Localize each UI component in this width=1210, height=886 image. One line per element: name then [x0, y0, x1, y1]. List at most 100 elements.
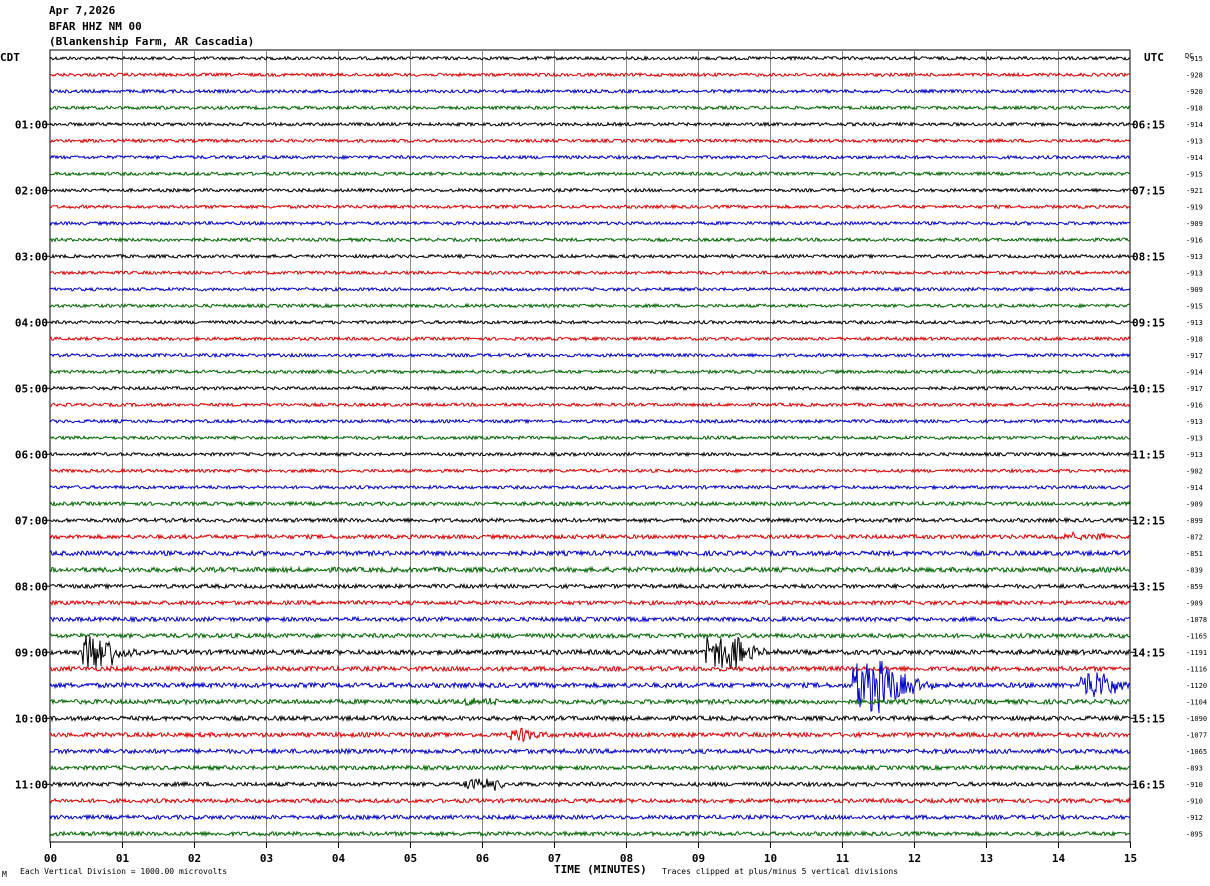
left-hour-label: 04:00: [15, 316, 48, 329]
trace-line-22: [49, 418, 1131, 425]
dc-offset-labels: -915 -928 -920 -918 -914 -913 -914 -915 -921 -919…: [1186, 55, 1207, 839]
right-hour-label: 09:15: [1132, 316, 1165, 329]
trace-line-23: [49, 434, 1131, 441]
dc-offset-label: -918: [1186, 104, 1203, 112]
dc-offset-label: -1065: [1186, 748, 1207, 756]
x-tick-label: 12: [908, 852, 921, 865]
trace-line-38: [49, 660, 1131, 714]
dc-offset-label: -895: [1186, 830, 1203, 838]
trace-line-40: [49, 714, 1131, 723]
trace-line-8: [49, 187, 1130, 194]
clip-note: Traces clipped at plus/minus 5 vertical …: [662, 867, 899, 876]
dc-offset-label: -917: [1186, 352, 1203, 360]
dc-offset-label: -913: [1186, 137, 1203, 145]
trace-line-15: [49, 302, 1131, 309]
dc-offset-label: -902: [1186, 467, 1203, 475]
trace-line-27: [49, 500, 1131, 508]
dc-offset-label: -916: [1186, 236, 1203, 244]
dc-offset-label: -1165: [1186, 632, 1207, 640]
dc-offset-label: -913: [1186, 434, 1203, 442]
right-hour-label: 06:15: [1132, 118, 1165, 131]
trace-line-24: [49, 451, 1131, 458]
x-tick-label: 08: [620, 852, 633, 865]
x-tick-label: 10: [764, 852, 777, 865]
trace-line-45: [49, 796, 1131, 805]
right-hour-label: 07:15: [1132, 184, 1165, 197]
x-tick-label: 06: [476, 852, 490, 865]
date-label: Apr 7,2026: [49, 4, 116, 17]
left-hour-label: 10:00: [15, 712, 48, 725]
location-label: (Blankenship Farm, AR Cascadia): [49, 35, 255, 48]
x-tick-label: 13: [980, 852, 993, 865]
x-axis-ticks: 00 01 02 03 04 05 06 07 08 09 10 11 12 13 14 15: [44, 842, 1137, 865]
left-hour-label: 01:00: [15, 118, 48, 131]
x-tick-label: 15: [1124, 852, 1137, 865]
dc-offset-label: -909: [1186, 220, 1203, 228]
trace-line-31: [49, 565, 1131, 575]
dc-offset-label: -913: [1186, 319, 1203, 327]
trace-line-43: [50, 764, 1131, 772]
corner-mark: M: [2, 870, 7, 879]
trace-line-6: [49, 154, 1131, 161]
x-tick-label: 03: [260, 852, 273, 865]
trace-line-29: [49, 530, 1131, 542]
dc-offset-label: -918: [1186, 335, 1203, 343]
trace-line-20: [49, 385, 1131, 392]
plot-grid: [49, 49, 1131, 843]
x-tick-label: 07: [548, 852, 561, 865]
right-hour-label: 12:15: [1132, 514, 1165, 527]
dc-offset-label: -917: [1186, 385, 1203, 393]
right-hour-label: 14:15: [1132, 646, 1165, 659]
dc-offset-label: -1120: [1186, 682, 1207, 690]
right-hour-label: 13:15: [1132, 580, 1165, 593]
dc-offset-label: -1090: [1186, 715, 1207, 723]
trace-line-35: [49, 632, 1131, 640]
dc-offset-label: -1078: [1186, 616, 1207, 624]
trace-line-42: [49, 747, 1131, 756]
trace-line-14: [49, 286, 1131, 293]
trace-line-17: [49, 335, 1131, 342]
right-timezone-label: UTC: [1144, 51, 1164, 64]
x-tick-label: 14: [1052, 852, 1066, 865]
dc-offset-label: -851: [1186, 550, 1203, 558]
plot-frame: [49, 49, 1131, 843]
dc-offset-label: -910: [1186, 797, 1203, 805]
dc-offset-label: -915: [1186, 55, 1203, 63]
trace-line-0: [49, 55, 1131, 62]
dc-offset-label: -920: [1186, 88, 1203, 96]
dc-offset-label: -912: [1186, 814, 1203, 822]
trace-line-33: [49, 599, 1131, 607]
left-hour-label: 11:00: [15, 778, 48, 791]
trace-line-1: [49, 71, 1131, 78]
dc-offset-label: -1104: [1186, 698, 1207, 706]
trace-line-11: [49, 236, 1131, 243]
dc-offset-label: -1077: [1186, 731, 1207, 739]
dc-offset-label: -915: [1186, 302, 1203, 310]
dc-offset-label: -1191: [1186, 649, 1207, 657]
dc-offset-label: -916: [1186, 401, 1203, 409]
dc-offset-label: -928: [1186, 71, 1203, 79]
right-time-labels: 06:15 07:15 08:15 09:15 10:15 11:15 12:15 13:15…: [1130, 118, 1165, 791]
left-hour-label: 06:00: [15, 448, 48, 461]
trace-line-13: [49, 269, 1131, 276]
left-time-labels: 01:00 02:00 03:00 04:00 05:00 06:00 07:00 08:00…: [15, 118, 50, 791]
left-hour-label: 08:00: [15, 580, 48, 593]
trace-group: [49, 55, 1131, 838]
dc-offset-label: -921: [1186, 187, 1203, 195]
x-tick-label: 11: [836, 852, 850, 865]
trace-line-21: [49, 401, 1131, 408]
trace-line-37: [49, 664, 1131, 673]
trace-line-16: [49, 319, 1131, 326]
trace-line-18: [49, 352, 1131, 359]
trace-line-19: [49, 368, 1131, 375]
right-hour-label: 16:15: [1132, 778, 1165, 791]
trace-line-3: [49, 104, 1131, 111]
dc-offset-label: -915: [1186, 170, 1203, 178]
trace-line-28: [49, 516, 1131, 525]
right-hour-label: 15:15: [1132, 712, 1165, 725]
dc-offset-label: -893: [1186, 764, 1203, 772]
dc-offset-label: -909: [1186, 286, 1203, 294]
trace-line-25: [49, 467, 1131, 474]
dc-offset-label: -910: [1186, 781, 1203, 789]
